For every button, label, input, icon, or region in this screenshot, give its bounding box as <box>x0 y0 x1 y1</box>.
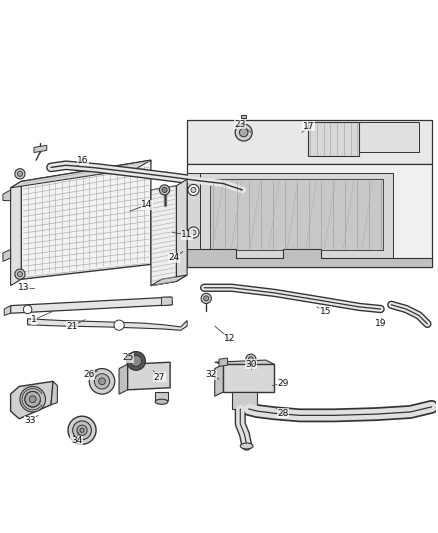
Polygon shape <box>187 249 432 266</box>
Circle shape <box>68 416 96 445</box>
Text: 27: 27 <box>154 373 165 382</box>
Polygon shape <box>241 115 246 118</box>
Text: 1: 1 <box>31 315 37 324</box>
Text: 21: 21 <box>67 321 78 330</box>
Polygon shape <box>211 179 383 251</box>
Polygon shape <box>34 146 47 152</box>
Circle shape <box>73 421 92 440</box>
Polygon shape <box>219 358 227 367</box>
Polygon shape <box>3 249 11 261</box>
Circle shape <box>204 296 209 301</box>
Polygon shape <box>187 120 432 164</box>
Text: 11: 11 <box>181 230 193 239</box>
Ellipse shape <box>155 399 168 405</box>
Circle shape <box>80 428 84 432</box>
Polygon shape <box>127 362 170 390</box>
Polygon shape <box>187 164 432 266</box>
Polygon shape <box>21 160 151 279</box>
Circle shape <box>25 392 40 407</box>
Circle shape <box>114 320 124 330</box>
Polygon shape <box>215 365 223 396</box>
Circle shape <box>162 188 167 192</box>
Text: 24: 24 <box>169 254 180 262</box>
Text: 13: 13 <box>18 283 29 292</box>
Text: 15: 15 <box>320 306 331 316</box>
Circle shape <box>18 171 22 176</box>
Circle shape <box>240 128 248 137</box>
Text: 12: 12 <box>224 334 235 343</box>
Text: 33: 33 <box>24 416 35 425</box>
Polygon shape <box>223 365 274 392</box>
Polygon shape <box>215 360 274 365</box>
Circle shape <box>246 354 256 365</box>
Circle shape <box>15 269 25 279</box>
Circle shape <box>89 369 115 394</box>
Text: 17: 17 <box>303 122 314 131</box>
Circle shape <box>29 396 36 402</box>
Circle shape <box>20 386 46 412</box>
Circle shape <box>188 227 199 238</box>
Polygon shape <box>11 181 21 286</box>
Text: 14: 14 <box>141 200 152 209</box>
Text: 28: 28 <box>277 409 289 418</box>
Circle shape <box>188 184 199 196</box>
Polygon shape <box>119 365 127 394</box>
Circle shape <box>159 185 170 195</box>
Text: 19: 19 <box>375 319 386 328</box>
Polygon shape <box>28 319 187 330</box>
Polygon shape <box>308 122 359 156</box>
Polygon shape <box>11 381 53 419</box>
Text: 16: 16 <box>77 156 88 165</box>
Circle shape <box>235 124 252 141</box>
Text: 32: 32 <box>205 370 216 379</box>
Polygon shape <box>151 275 187 286</box>
Text: 23: 23 <box>235 119 246 128</box>
Polygon shape <box>11 160 151 188</box>
Polygon shape <box>51 381 57 405</box>
Text: 29: 29 <box>277 379 289 388</box>
Circle shape <box>18 272 22 277</box>
Circle shape <box>131 356 141 367</box>
Polygon shape <box>232 392 257 409</box>
Circle shape <box>201 293 212 303</box>
Polygon shape <box>4 305 11 316</box>
Text: 30: 30 <box>245 360 257 369</box>
Text: 26: 26 <box>84 370 95 379</box>
Circle shape <box>77 425 87 435</box>
Polygon shape <box>151 185 177 286</box>
Polygon shape <box>155 392 168 400</box>
Polygon shape <box>187 173 200 249</box>
Circle shape <box>248 357 254 362</box>
Polygon shape <box>359 122 419 152</box>
Text: 34: 34 <box>71 437 82 446</box>
Text: 25: 25 <box>122 353 133 362</box>
Polygon shape <box>162 297 172 305</box>
Polygon shape <box>3 190 11 200</box>
Circle shape <box>99 378 106 385</box>
Polygon shape <box>200 173 393 258</box>
Polygon shape <box>11 297 172 313</box>
Circle shape <box>94 374 110 389</box>
Circle shape <box>191 230 196 235</box>
Polygon shape <box>177 179 187 281</box>
Circle shape <box>127 352 145 370</box>
Ellipse shape <box>240 443 253 449</box>
Circle shape <box>15 168 25 179</box>
Circle shape <box>23 305 32 314</box>
Circle shape <box>191 188 196 192</box>
